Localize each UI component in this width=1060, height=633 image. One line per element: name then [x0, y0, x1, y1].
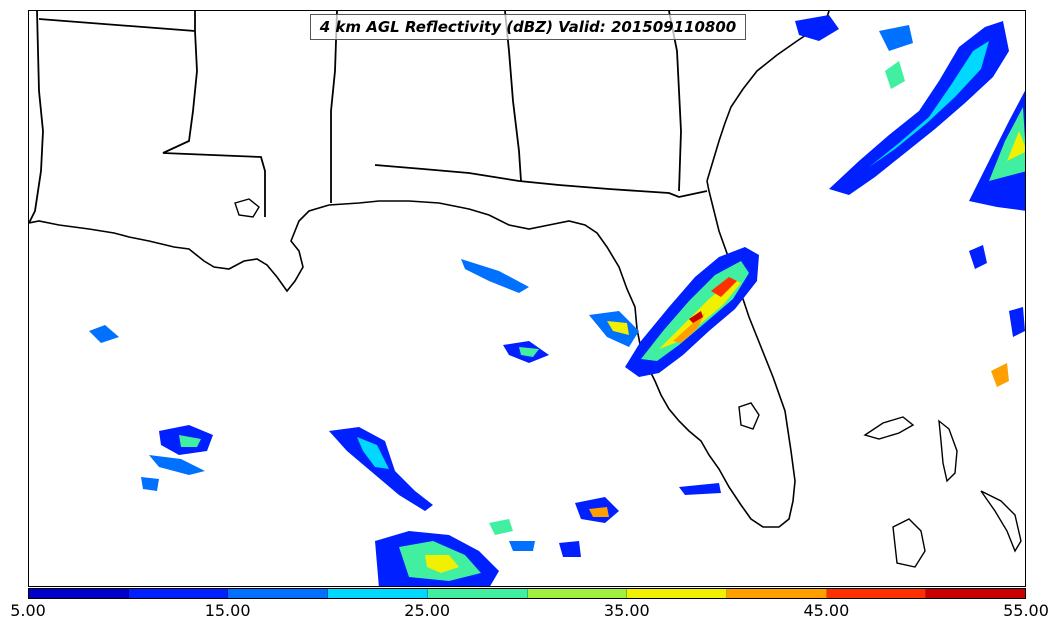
- colorbar-tick-label: 25.00: [404, 601, 451, 620]
- colorbar-segment: [726, 589, 827, 598]
- islands: [234, 198, 1022, 568]
- colorbar-segment: [627, 589, 727, 598]
- reflectivity-field: [89, 15, 1025, 586]
- state-boundaries: [29, 11, 708, 224]
- colorbar-tick-label: 5.00: [10, 601, 46, 620]
- map-panel: [28, 10, 1026, 587]
- map-canvas: [29, 11, 1025, 586]
- colorbar-segment: [427, 589, 528, 598]
- colorbar-tick-label: 35.00: [603, 601, 650, 620]
- gulf-coastline: [29, 180, 796, 528]
- colorbar-segment: [128, 589, 229, 598]
- map-title: 4 km AGL Reflectivity (dBZ) Valid: 20150…: [310, 14, 746, 40]
- colorbar-tick-label: 45.00: [803, 601, 850, 620]
- colorbar-tick-label: 15.00: [204, 601, 251, 620]
- colorbar-segment: [328, 589, 428, 598]
- colorbar-segment: [29, 589, 129, 598]
- colorbar-segment: [228, 589, 329, 598]
- colorbar: [28, 588, 1026, 599]
- colorbar-segment: [826, 589, 927, 598]
- colorbar-segment: [527, 589, 628, 598]
- colorbar-tick-label: 55.00: [1003, 601, 1049, 620]
- colorbar-segment: [926, 589, 1026, 598]
